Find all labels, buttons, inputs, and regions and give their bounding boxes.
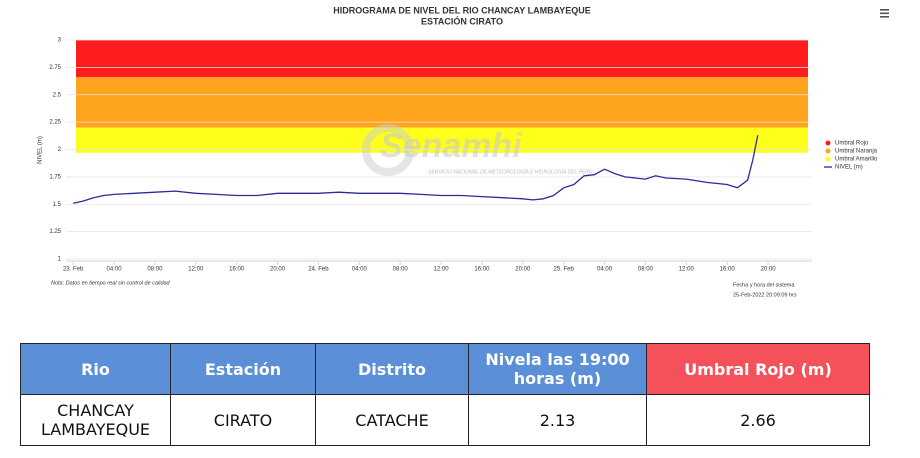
y-axis-label: NIVEL (m) xyxy=(38,136,44,164)
cell: 2.66 xyxy=(646,394,870,446)
y-tick-label: 2.5 xyxy=(53,92,62,98)
header-cell: Nivela las 19:00 horas (m) xyxy=(468,343,647,395)
x-tick-label: 04:00 xyxy=(597,267,613,273)
menu-icon[interactable] xyxy=(880,9,889,18)
watermark-caption: SERVICIO NACIONAL DE METEOROLOGÍA E HIDR… xyxy=(428,168,593,175)
legend-label: Umbral Rojo xyxy=(835,141,869,147)
threshold-band xyxy=(76,127,808,153)
x-tick-label: 20:00 xyxy=(761,267,777,273)
system-time-label: Fecha y hora del sistema xyxy=(733,282,795,288)
legend-label: NIVEL (m) xyxy=(835,165,863,171)
chart-subtitle: ESTACIÓN CIRATO xyxy=(421,15,503,26)
x-tick-label: 25. Feb xyxy=(553,267,574,273)
cell: CATACHE xyxy=(315,394,469,446)
note: Nota: Datos en tiempo real sin control d… xyxy=(51,280,171,286)
legend-label: Umbral Naranja xyxy=(835,149,878,155)
watermark-logo xyxy=(362,124,414,176)
legend-marker xyxy=(825,140,831,146)
y-tick-label: 1.25 xyxy=(49,229,61,235)
x-tick-label: 12:00 xyxy=(679,267,695,273)
cell: CHANCAY LAMBAYEQUE xyxy=(20,394,171,446)
threshold-band xyxy=(76,40,808,78)
cell: CIRATO xyxy=(170,394,316,446)
header-cell: Estación xyxy=(170,343,316,395)
cell: 2.13 xyxy=(468,394,647,446)
y-tick-label: 1.75 xyxy=(49,174,61,180)
line xyxy=(73,135,759,204)
header-row: Rio Estación Distrito Nivela las 19:00 h… xyxy=(20,343,870,395)
system-time: 25-Feb-2022 20:09:09 hrs xyxy=(733,292,797,298)
y-tick-label: 2.25 xyxy=(49,120,61,126)
y-tick-label: 2 xyxy=(58,147,62,153)
x-tick-label: 12:00 xyxy=(434,267,450,273)
data-row: CHANCAY LAMBAYEQUE CIRATO CATACHE 2.13 2… xyxy=(20,394,870,446)
header-cell: Umbral Rojo (m) xyxy=(646,343,870,395)
x-tick-label: 12:00 xyxy=(188,267,204,273)
x-tick-label: 23. Feb xyxy=(63,267,84,273)
x-tick-label: 04:00 xyxy=(107,267,123,273)
x-tick-label: 16:00 xyxy=(229,267,245,273)
x-tick-label: 16:00 xyxy=(474,267,490,273)
x-tick-label: 20:00 xyxy=(270,267,286,273)
header-cell: Rio xyxy=(20,343,171,395)
x-tick-label: 16:00 xyxy=(720,267,736,273)
x-tick-label: 08:00 xyxy=(638,267,654,273)
chart: HIDROGRAMA DE NIVEL DEL RIO CHANCAY LAMB… xyxy=(38,5,889,298)
y-tick-label: 2.75 xyxy=(49,65,61,71)
x-tick-label: 08:00 xyxy=(147,267,163,273)
legend-marker xyxy=(825,156,831,162)
summary-table: Rio Estación Distrito Nivela las 19:00 h… xyxy=(20,343,870,446)
y-tick-label: 3 xyxy=(58,38,62,44)
x-tick-label: 24. Feb xyxy=(308,267,329,273)
x-tick-label: 20:00 xyxy=(515,267,531,273)
threshold-band xyxy=(76,77,808,128)
legend-label: Umbral Amarillo xyxy=(835,157,878,163)
x-tick-label: 04:00 xyxy=(352,267,368,273)
y-tick-label: 1.5 xyxy=(53,202,62,208)
x-tick-label: 08:00 xyxy=(393,267,409,273)
legend-marker xyxy=(825,148,831,154)
plot-background xyxy=(76,40,808,153)
y-tick-label: 1 xyxy=(58,257,62,263)
chart-title: HIDROGRAMA DE NIVEL DEL RIO CHANCAY LAMB… xyxy=(333,5,591,15)
header-cell: Distrito xyxy=(315,343,469,395)
